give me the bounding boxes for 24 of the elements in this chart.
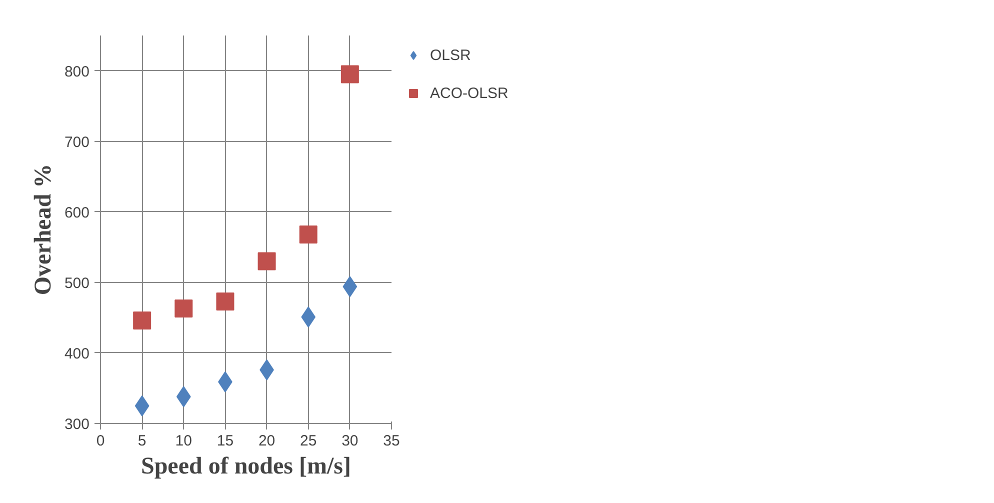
y-tick-label: 700 xyxy=(64,134,90,151)
x-tick-label: 25 xyxy=(300,432,317,450)
point xyxy=(299,225,318,244)
x-tick-label: 15 xyxy=(216,432,234,450)
x-axis-title: Speed of nodes [m/s] xyxy=(140,454,352,480)
point xyxy=(258,252,276,270)
x-tick-label: 35 xyxy=(383,432,400,450)
x-tick-label: 10 xyxy=(175,432,192,450)
x-tick-label: 5 xyxy=(138,432,146,450)
legend-label: OLSR xyxy=(430,46,471,64)
y-tick-label: 800 xyxy=(64,63,90,80)
legend-label: ACO-OLSR xyxy=(430,84,508,102)
point xyxy=(216,292,234,310)
x-tick-label: 30 xyxy=(342,432,358,450)
y-tick-label: 500 xyxy=(64,274,90,292)
point xyxy=(174,300,193,318)
y-tick-label: 300 xyxy=(64,416,90,433)
x-tick-label: 20 xyxy=(258,432,276,450)
y-tick-label: 600 xyxy=(64,204,90,222)
point xyxy=(133,312,152,330)
x-tick-label: 0 xyxy=(96,432,105,450)
y-axis-title: Overhead % xyxy=(30,164,56,296)
point xyxy=(340,65,359,84)
y-tick-label: 400 xyxy=(64,345,90,362)
